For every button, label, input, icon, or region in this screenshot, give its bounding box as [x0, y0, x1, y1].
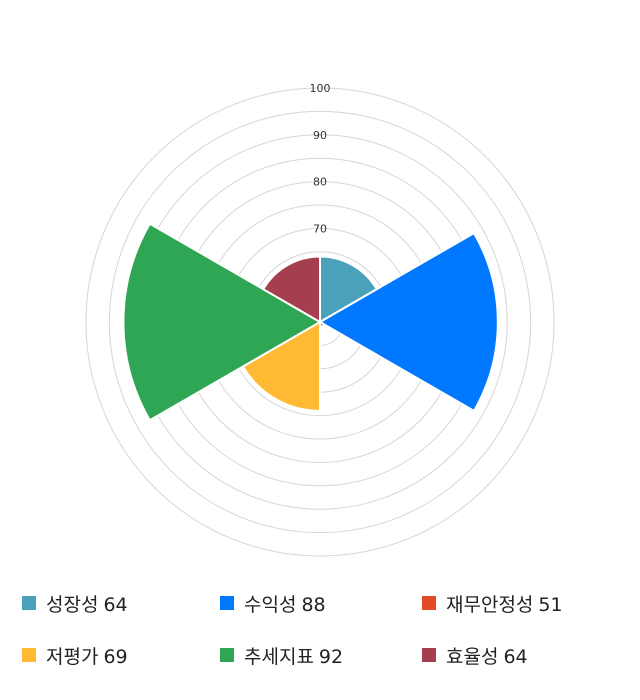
legend-value: 69: [103, 645, 128, 668]
tick-label: 90: [313, 129, 327, 142]
legend-swatch: [422, 596, 436, 610]
legend-category: 저평가: [46, 645, 99, 668]
legend-category: 추세지표: [244, 645, 314, 668]
legend-label: 추세지표 92: [244, 642, 348, 669]
legend-category: 효율성: [446, 645, 499, 668]
legend-swatch: [220, 596, 234, 610]
legend-label: 수익성 88: [244, 590, 331, 617]
legend-category: 재무안정성: [446, 593, 534, 616]
legend-swatch: [22, 648, 36, 662]
legend-value: 64: [503, 645, 528, 668]
polar-area-chart: 70 80 90 100: [85, 82, 555, 557]
legend-item[interactable]: 수익성 88: [220, 588, 331, 618]
legend-swatch: [422, 648, 436, 662]
tick-label: 80: [313, 176, 327, 189]
sector-4[interactable]: [241, 320, 321, 412]
legend-label: 저평가 69: [46, 642, 133, 669]
sector-2[interactable]: [318, 231, 499, 413]
legend-label: 성장성 64: [46, 590, 133, 617]
legend-item[interactable]: 재무안정성 51: [422, 588, 568, 618]
tick-label: 70: [313, 222, 327, 235]
tick-label: 100: [310, 82, 331, 95]
legend-swatch: [220, 648, 234, 662]
legend-value: 51: [538, 593, 563, 616]
legend-item[interactable]: 저평가 69: [22, 640, 133, 670]
legend-category: 수익성: [244, 593, 297, 616]
grid-ring: [85, 87, 555, 557]
legend-item[interactable]: 효율성 64: [422, 640, 533, 670]
grid-ring: [108, 110, 532, 534]
legend-value: 64: [103, 593, 128, 616]
legend-category: 성장성: [46, 593, 99, 616]
sectors: [122, 222, 499, 422]
sector-5[interactable]: [122, 222, 323, 422]
legend-item[interactable]: 성장성 64: [22, 588, 133, 618]
legend-swatch: [22, 596, 36, 610]
legend: 성장성 64 수익성 88 재무안정성 51 저평가 69 추세지표 92 효율성 64: [0, 578, 640, 688]
radial-tick-labels: 70 80 90 100: [310, 82, 331, 235]
legend-label: 재무안정성 51: [446, 590, 568, 617]
sector-1[interactable]: [319, 255, 379, 324]
legend-value: 92: [318, 645, 344, 668]
sector-6[interactable]: [261, 255, 321, 324]
legend-item[interactable]: 추세지표 92: [220, 640, 348, 670]
legend-label: 효율성 64: [446, 642, 533, 669]
legend-value: 88: [301, 593, 326, 616]
